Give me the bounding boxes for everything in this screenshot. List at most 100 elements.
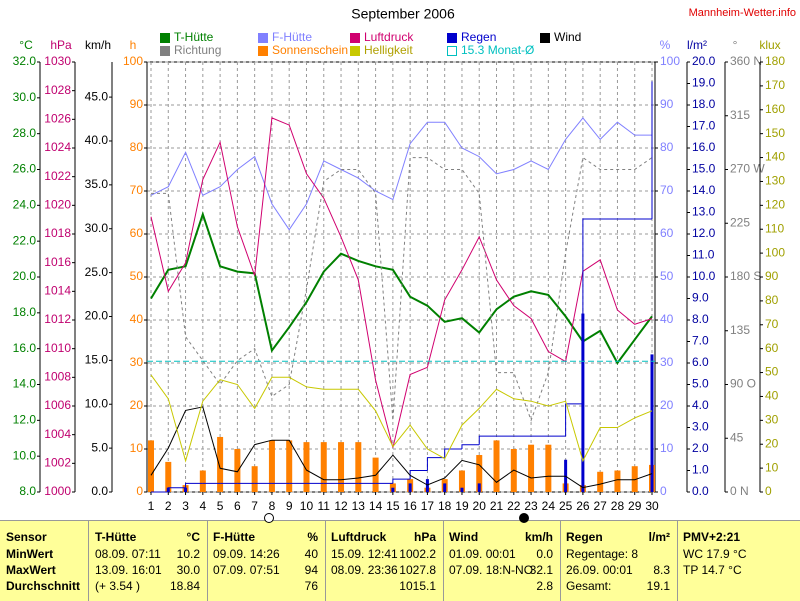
x-tick-label: 5 — [217, 499, 224, 513]
x-tick-label: 18 — [438, 499, 452, 513]
y-tick-label: 3.0 — [692, 420, 709, 434]
y-tick-label: 80 — [765, 293, 779, 307]
x-tick-label: 19 — [455, 499, 469, 513]
rain-step — [582, 218, 601, 404]
y-tick-label: 1002 — [44, 456, 71, 470]
y-tick-label: 40 — [660, 312, 674, 326]
x-tick-label: 17 — [421, 499, 435, 513]
y-tick-label: 1.0 — [692, 463, 709, 477]
y-tick-label: 150 — [765, 126, 785, 140]
y-tick-label: 18.0 — [692, 97, 716, 111]
axis-unit: klux — [759, 38, 780, 52]
y-tick-label: 6.0 — [692, 355, 709, 369]
y-tick-label: 270 W — [730, 162, 765, 176]
table-cell: (+ 3.54 ) — [95, 579, 140, 593]
y-tick-label: 100 — [765, 245, 785, 259]
table-header: Sensor — [6, 530, 47, 544]
y-tick-label: 130 — [765, 174, 785, 188]
legend-label: Wind — [554, 30, 581, 44]
y-tick-label: 1016 — [44, 255, 71, 269]
y-tick-label: 4.0 — [692, 398, 709, 412]
series-line — [150, 211, 653, 365]
series-line — [150, 117, 652, 231]
y-tick-label: 24.0 — [13, 198, 37, 212]
legend-swatch — [540, 33, 550, 43]
table-header: Wind — [449, 530, 478, 544]
table-cell: 2.8 — [536, 579, 553, 593]
sunshine-bar — [286, 440, 293, 492]
sunshine-bar — [234, 449, 241, 492]
y-tick-label: 1020 — [44, 198, 71, 212]
y-tick-label: 18.0 — [13, 305, 37, 319]
table-cell: 19.1 — [647, 579, 671, 593]
y-tick-label: 90 — [130, 97, 144, 111]
legend-label: Sonnenschein — [272, 43, 348, 57]
y-tick-label: 20.0 — [692, 54, 716, 68]
legend-label: Luftdruck — [364, 30, 414, 44]
x-tick-label: 2 — [165, 499, 172, 513]
x-tick-label: 12 — [334, 499, 348, 513]
series-line — [150, 374, 653, 463]
y-tick-label: 17.0 — [692, 119, 716, 133]
rain-bar — [650, 354, 654, 492]
sunshine-bar — [217, 436, 224, 492]
y-tick-label: 110 — [765, 221, 784, 235]
stats-table-bg — [0, 520, 800, 601]
y-tick-label: 16.0 — [692, 140, 716, 154]
x-tick-label: 1 — [148, 499, 155, 513]
site-link[interactable]: Mannheim-Wetter.info — [689, 7, 796, 19]
y-tick-label: 15.0 — [85, 353, 109, 367]
sunshine-bar — [631, 466, 638, 492]
table-cell: 76 — [305, 579, 319, 593]
table-cell: Gesamt: — [566, 579, 611, 593]
table-cell: 26.09. 00:01 — [566, 563, 633, 577]
y-tick-label: 1006 — [44, 398, 71, 412]
table-cell: Regentage: 8 — [566, 547, 638, 561]
y-tick-label: 13.0 — [692, 205, 716, 219]
y-tick-label: 70 — [130, 183, 144, 197]
table-cell: 07.09. 18:N-NO — [449, 563, 533, 577]
table-cell: 1015.1 — [399, 579, 436, 593]
y-tick-label: 20 — [765, 436, 779, 450]
table-header: l/m² — [649, 530, 670, 544]
y-tick-label: 20.0 — [13, 269, 37, 283]
rain-bar — [443, 483, 447, 492]
y-tick-label: 1024 — [44, 140, 71, 154]
y-tick-label: 26.0 — [13, 162, 37, 176]
legend-swatch — [160, 33, 170, 43]
y-tick-label: 11.0 — [692, 248, 715, 262]
sunshine-bar — [303, 442, 310, 492]
table-cell: 01.09. 00:01 — [449, 547, 516, 561]
x-tick-label: 28 — [611, 499, 625, 513]
axis-unit: l/m² — [687, 38, 707, 52]
y-tick-label: 0 N — [730, 484, 749, 498]
table-cell: 30.0 — [177, 563, 201, 577]
y-tick-label: 35.0 — [85, 177, 109, 191]
y-tick-label: 10 — [130, 441, 144, 455]
legend-swatch — [350, 46, 360, 56]
legend-label: 15.3 Monat-Ø — [461, 43, 534, 57]
series-line — [151, 156, 653, 422]
legend-label: Richtung — [174, 43, 221, 57]
y-tick-label: 10.0 — [85, 396, 109, 410]
y-tick-label: 1030 — [44, 54, 71, 68]
y-tick-label: 22.0 — [13, 233, 37, 247]
table-cell: 1027.8 — [399, 563, 436, 577]
sunshine-bar — [597, 471, 604, 492]
y-tick-label: 0.0 — [91, 484, 108, 498]
y-tick-label: 2.0 — [692, 441, 709, 455]
chart-title: September 2006 — [351, 6, 455, 22]
y-tick-label: 60 — [765, 341, 779, 355]
x-tick-label: 25 — [559, 499, 573, 513]
rain-step — [392, 478, 411, 484]
legend-swatch — [350, 33, 360, 43]
sunshine-bar — [199, 470, 206, 492]
legend-label: Helligkeit — [364, 43, 413, 57]
axis-unit: hPa — [50, 38, 72, 52]
y-tick-label: 5.0 — [91, 440, 108, 454]
table-header: Luftdruck — [331, 530, 387, 544]
sunshine-bar — [493, 440, 500, 492]
y-tick-label: 135 — [730, 323, 750, 337]
table-cell: 40 — [305, 547, 319, 561]
